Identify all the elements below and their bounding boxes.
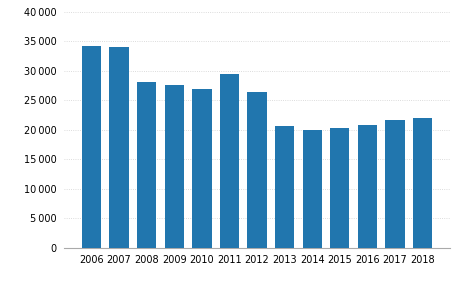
- Bar: [413, 118, 432, 248]
- Bar: [220, 73, 239, 248]
- Bar: [358, 125, 377, 248]
- Bar: [165, 85, 184, 248]
- Bar: [275, 126, 294, 248]
- Bar: [386, 120, 405, 248]
- Bar: [192, 90, 212, 248]
- Bar: [137, 82, 157, 248]
- Bar: [82, 46, 101, 248]
- Bar: [109, 47, 129, 248]
- Bar: [247, 92, 267, 248]
- Bar: [330, 128, 349, 248]
- Bar: [302, 130, 322, 248]
